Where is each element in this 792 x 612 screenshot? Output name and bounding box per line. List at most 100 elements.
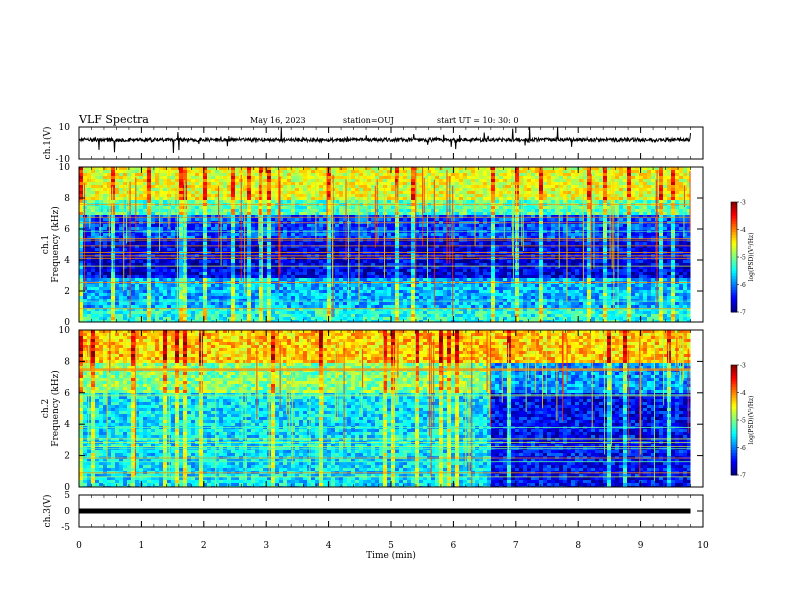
ch1-spectrogram-cell (327, 185, 331, 188)
ch1-spectrogram-cell (135, 305, 139, 308)
ch1-spectrogram-cell (171, 170, 175, 173)
ch1-spectrogram-cell (351, 233, 355, 236)
ch1-spectrogram-cell (235, 191, 239, 194)
ch1-spectrogram-cell (135, 275, 139, 278)
ch1-spectrogram-cell (231, 176, 235, 179)
ch1-spectrogram-cell (383, 278, 387, 281)
ch1-spectrogram-cell (447, 269, 451, 272)
ch1-spectrogram-cell (259, 233, 263, 236)
ch1-spectrogram-cell (187, 302, 191, 305)
ch1-spectrogram-cell (251, 233, 255, 236)
ch1-spectrogram-cell (95, 191, 99, 194)
ch1-spectrogram-cell (339, 275, 343, 278)
ch1-spectrogram-cell (367, 293, 371, 296)
ch1-spectrogram-cell (135, 188, 139, 191)
ch1-spectrogram-cell (379, 242, 383, 245)
ch1-spectrogram-cell (179, 194, 183, 197)
ch1-spectrogram-cell (187, 236, 191, 239)
ch1-spectrogram-cell (255, 260, 259, 263)
ch1-spectrogram-cell (87, 188, 91, 191)
ch1-spectrogram-cell (315, 182, 319, 185)
ch1-spectrogram-cell (155, 248, 159, 251)
ch1-spectrogram-cell (403, 311, 407, 314)
ch1-spectrogram-cell (407, 284, 411, 287)
ch1-spectrogram-cell (407, 308, 411, 311)
ch1-spectrogram-cell (295, 200, 299, 203)
ch1-spectrogram-cell (339, 263, 343, 266)
ch1-spectrogram-cell (435, 260, 439, 263)
ch1-spectrogram-cell (387, 185, 391, 188)
ch1-spectrogram-cell (399, 239, 403, 242)
ch1-spectrogram-cell (263, 305, 267, 308)
ch1-spectrogram-cell (355, 188, 359, 191)
ch1-spectrogram-cell (91, 209, 95, 212)
ch1-spectrogram-cell (207, 284, 211, 287)
ch1-spectrogram-cell (119, 320, 123, 322)
ch1-spectrogram-cell (347, 170, 351, 173)
ch1-spectrogram-cell (291, 188, 295, 191)
ch1-spectrogram-cell (435, 314, 439, 317)
ch1-spectrogram-cell (115, 182, 119, 185)
ch1-spectrogram-cell (303, 308, 307, 311)
ch1-spectrogram-cell (211, 224, 215, 227)
ch1-spectrogram-cell (151, 167, 155, 170)
ch1-spectrogram-cell (235, 239, 239, 242)
ch1-spectrogram-cell (107, 242, 111, 245)
ch1-spectrogram-cell (387, 236, 391, 239)
ch1-spectrogram-cell (407, 278, 411, 281)
ch1-spectrogram-cell (211, 182, 215, 185)
ch1-spectrogram-cell (283, 275, 287, 278)
ch1-spectrogram-cell (355, 227, 359, 230)
ch1-spectrogram-cell (83, 239, 87, 242)
ch1-spectrogram-cell (235, 242, 239, 245)
ch1-spectrogram-cell (219, 314, 223, 317)
ch1-spectrogram-cell (327, 290, 331, 293)
ch1-spectrogram-cell (363, 314, 367, 317)
ch1-spectrogram-cell (179, 320, 183, 322)
ch1-spectrogram-cell (287, 227, 291, 230)
ch1-spectrogram-cell (195, 284, 199, 287)
ch1-spectrogram-cell (371, 224, 375, 227)
ch1-spectrogram-cell (439, 269, 443, 272)
ch1-spectrogram-cell (267, 317, 271, 320)
ch1-spectrogram-cell (223, 272, 227, 275)
ch1-spectrogram-cell (147, 197, 151, 200)
ch1-spectrogram-cell (407, 302, 411, 305)
ch1-spectrogram-cell (87, 170, 91, 173)
ch1-spectrogram-cell (427, 305, 431, 308)
ch1-spectrogram-cell (111, 215, 115, 218)
ch1-spectrogram-cell (195, 311, 199, 314)
ch1-spectrogram-cell (147, 248, 151, 251)
ch1-spectrogram-cell (351, 308, 355, 311)
ch1-spectrogram-cell (223, 299, 227, 302)
ch1-spectrogram-cell (215, 275, 219, 278)
ch1-spectrogram-cell (431, 179, 435, 182)
ch1-spectrogram-cell (287, 185, 291, 188)
ch1-spectrogram-cell (439, 170, 443, 173)
ch1-spectrogram-cell (335, 173, 339, 176)
ch1-spectrogram-cell (379, 224, 383, 227)
ch1-spectrogram-cell (371, 287, 375, 290)
ch1-spectrogram-cell (259, 191, 263, 194)
ch1-spectrogram-cell (179, 275, 183, 278)
ch1-spectrogram-cell (263, 269, 267, 272)
ch1-spectrogram-cell (171, 173, 175, 176)
ch1-spectrogram-cell (319, 317, 323, 320)
ch1-spectrogram-cell (123, 197, 127, 200)
ch1-spectrogram-cell (351, 242, 355, 245)
ch1-spectrogram-cell (99, 170, 103, 173)
ch1-spectrogram-cell (231, 275, 235, 278)
ch1-spectrogram-cell (287, 176, 291, 179)
ch1-spectrogram-cell (379, 269, 383, 272)
ch1-spectrogram-cell (395, 269, 399, 272)
ch1-spectrogram-cell (439, 272, 443, 275)
ch1-spectrogram-cell (111, 284, 115, 287)
ch1-spectrogram-cell (451, 179, 455, 182)
ch1-spectrogram-cell (419, 320, 423, 322)
ch1-spectrogram-cell (91, 224, 95, 227)
ch1-spectrogram-cell (363, 272, 367, 275)
ch1-spectrogram-cell (127, 296, 131, 299)
ch1-spectrogram-cell (275, 266, 279, 269)
ch1-spectrogram-cell (299, 278, 303, 281)
ch1-spectrogram-cell (351, 266, 355, 269)
